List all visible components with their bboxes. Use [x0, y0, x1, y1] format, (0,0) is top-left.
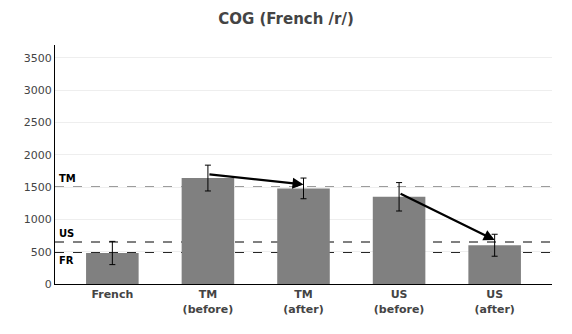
svg-text:1500: 1500	[24, 181, 52, 194]
svg-text:0: 0	[45, 278, 52, 291]
svg-text:US(before): US(before)	[374, 288, 425, 315]
svg-text:US: US	[59, 228, 74, 239]
svg-text:2000: 2000	[24, 149, 52, 162]
svg-text:2500: 2500	[24, 116, 52, 129]
svg-text:US(after): US(after)	[474, 288, 514, 315]
svg-text:TM: TM	[59, 173, 76, 184]
svg-text:COG (French /r/): COG (French /r/)	[218, 10, 354, 28]
svg-text:1000: 1000	[24, 213, 52, 226]
svg-text:TM(before): TM(before)	[183, 288, 234, 315]
svg-text:FR: FR	[59, 255, 74, 266]
svg-text:French: French	[91, 288, 133, 301]
svg-text:TM(after): TM(after)	[283, 288, 323, 315]
svg-text:3500: 3500	[24, 52, 52, 65]
svg-text:3000: 3000	[24, 84, 52, 97]
svg-text:500: 500	[31, 246, 52, 259]
